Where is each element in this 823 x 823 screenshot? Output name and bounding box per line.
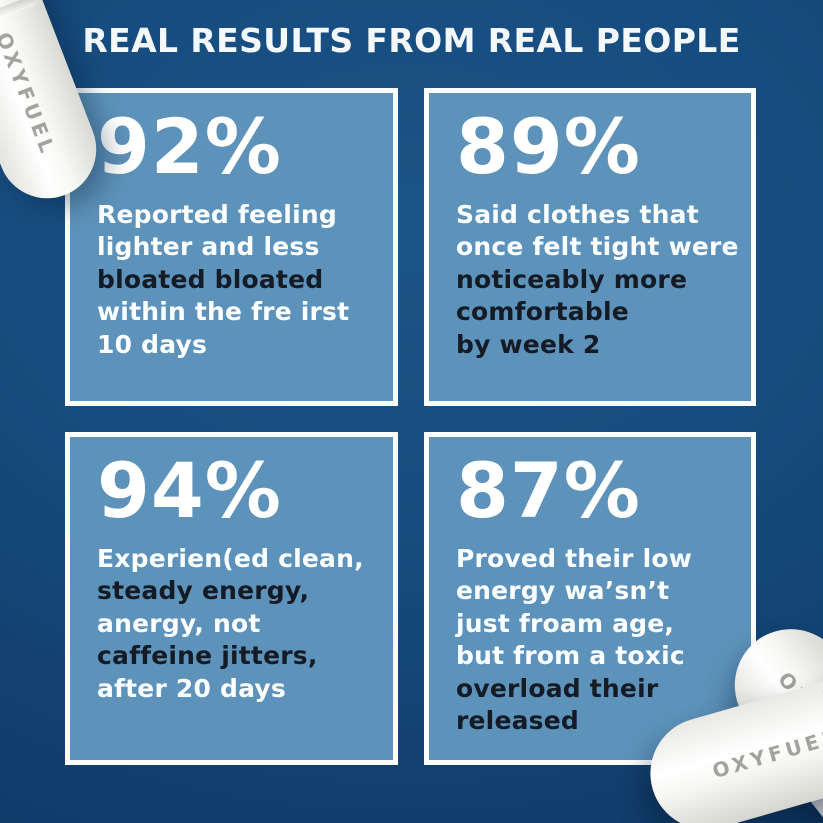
stat-line: by week 2 <box>456 329 601 359</box>
capsule-brand-label: OXYFUEL <box>0 28 61 160</box>
stat-line: bloated bloated <box>97 264 324 294</box>
stat-line: released <box>456 706 580 736</box>
capsule-seam <box>0 0 39 36</box>
stat-percent: 92% <box>97 102 282 191</box>
stats-grid: 92% Reported feeling lighter and less bl… <box>65 88 756 765</box>
stat-line: caffeine jitters, <box>97 641 318 671</box>
stat-line: after 20 days <box>97 673 286 703</box>
stat-card-1: 92% Reported feeling lighter and less bl… <box>65 88 398 406</box>
stat-line: within the fre irst <box>97 297 350 327</box>
stat-line: steady energy, <box>97 576 310 606</box>
stat-line: but from a toxic <box>456 641 685 671</box>
stat-percent: 94% <box>97 446 282 535</box>
stat-line: anergy, not <box>97 608 261 638</box>
stat-description: Said clothes that once felt tight were n… <box>456 199 743 362</box>
stat-line: Experien(ed clean, <box>97 543 364 573</box>
capsule-brand-label: OXYFUEL <box>709 724 823 784</box>
stat-description: Reported feeling lighter and less bloate… <box>97 199 385 362</box>
stat-percent: 89% <box>456 102 641 191</box>
stat-line: Said clothes that <box>456 199 699 229</box>
stat-percent: 87% <box>456 446 641 535</box>
stat-card-3: 94% Experien(ed clean, steady energy, an… <box>65 432 398 765</box>
stat-line: energy wa’sn’t <box>456 576 670 606</box>
stat-line: noticeably more <box>456 264 688 294</box>
stat-card-4: 87% Proved their low energy wa’sn’t just… <box>424 432 756 765</box>
stat-line: Proved their low <box>456 543 693 573</box>
stat-card-2: 89% Said clothes that once felt tight we… <box>424 88 756 406</box>
poster-title: REAL RESULTS FROM REAL PEOPLE <box>82 21 741 60</box>
stat-line: 10 days <box>97 329 208 359</box>
stat-description: Proved their low energy wa’sn’t just fro… <box>456 543 743 738</box>
stat-line: once felt tight were <box>456 232 739 262</box>
stat-line: lighter and less <box>97 232 320 262</box>
stat-line: comfortable <box>456 297 629 327</box>
stat-line: overload their <box>456 673 659 703</box>
stat-line: just froam age, <box>456 608 675 638</box>
stat-description: Experien(ed clean, steady energy, anergy… <box>97 543 385 706</box>
stat-line: Reported feeling <box>97 199 337 229</box>
